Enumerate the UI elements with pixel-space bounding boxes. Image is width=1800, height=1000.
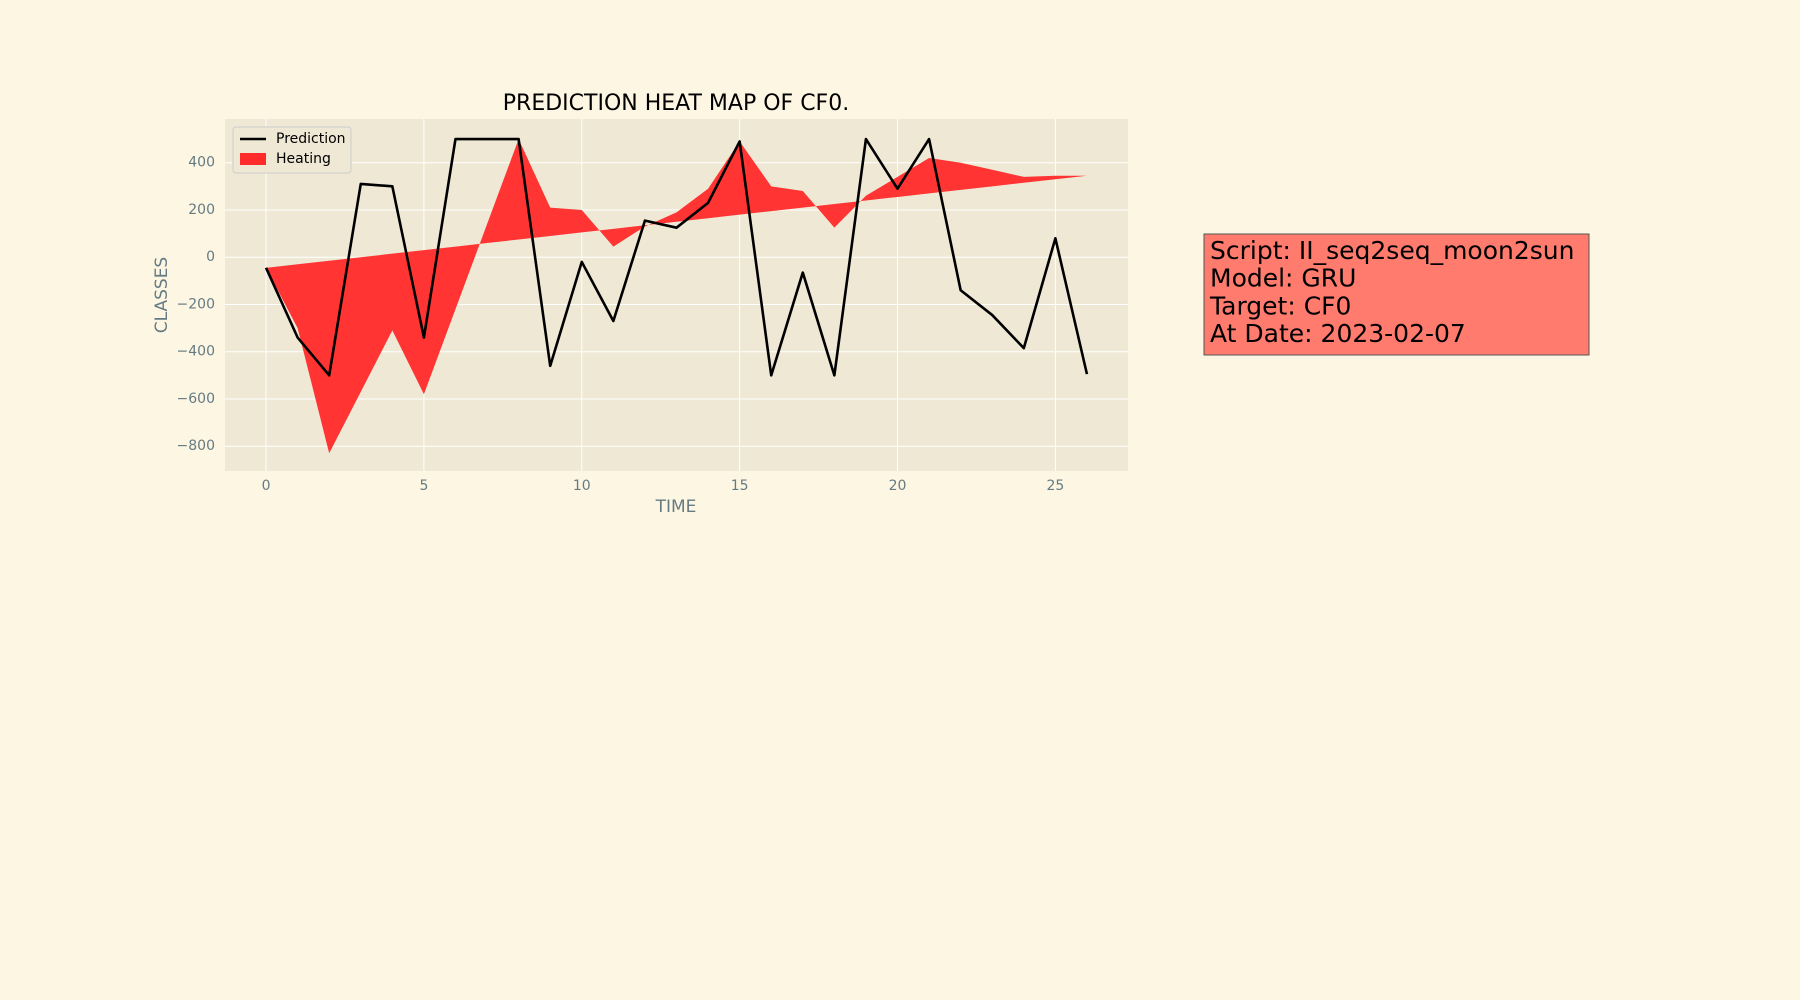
x-tick-label: 25 (1046, 478, 1064, 494)
x-tick-label: 10 (573, 478, 591, 494)
x-tick-label: 20 (889, 478, 907, 494)
y-tick-label: 0 (206, 249, 215, 265)
x-tick-label: 5 (419, 478, 428, 494)
legend-label: Heating (276, 151, 331, 167)
y-tick-label: −800 (177, 438, 215, 454)
y-tick-label: 400 (188, 155, 215, 171)
y-tick-label: −400 (177, 344, 215, 360)
info-line: Target: CF0 (1209, 291, 1351, 320)
info-line: At Date: 2023-02-07 (1210, 319, 1466, 348)
info-box (1203, 233, 1590, 356)
y-tick-label: −200 (177, 296, 215, 312)
x-axis-label: TIME (655, 497, 697, 517)
marks (264, 137, 1089, 454)
legend: Prediction Heating (232, 126, 352, 174)
info-line: Script: II_seq2seq_moon2sun (1210, 236, 1575, 265)
chart-title: PREDICTION HEAT MAP OF CF0. (503, 91, 849, 116)
x-tick-label: 15 (731, 478, 749, 494)
x-tick-label: 0 (262, 478, 271, 494)
legend-swatch (240, 153, 266, 165)
info-line: Model: GRU (1210, 264, 1356, 293)
legend-label: Prediction (276, 131, 346, 147)
y-axis-label: CLASSES (152, 257, 172, 333)
y-tick-label: −600 (177, 391, 215, 407)
prediction-line (264, 137, 1089, 377)
y-tick-label: 200 (188, 202, 215, 218)
